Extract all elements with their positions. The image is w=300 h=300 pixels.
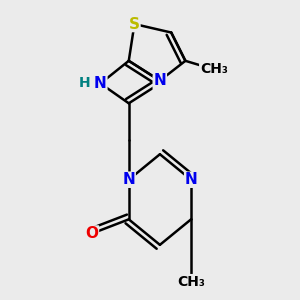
Text: CH₃: CH₃ (200, 62, 228, 76)
Text: O: O (153, 76, 167, 91)
Text: N: N (94, 76, 107, 91)
Text: S: S (129, 16, 140, 32)
Text: N: N (154, 73, 166, 88)
Text: H: H (79, 76, 91, 91)
Text: CH₃: CH₃ (177, 274, 205, 289)
Text: N: N (185, 172, 197, 187)
Text: O: O (85, 226, 98, 241)
Text: N: N (122, 172, 135, 187)
